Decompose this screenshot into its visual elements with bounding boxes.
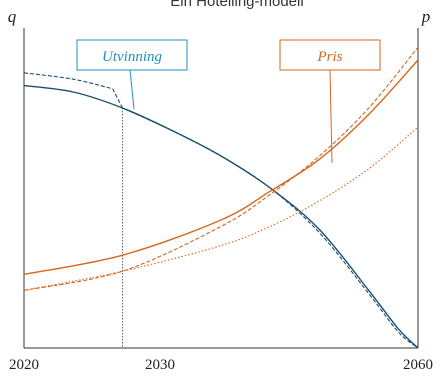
y-axis-right-label: p	[421, 7, 431, 26]
series-line-extraction-base	[23, 84, 419, 349]
pris-callout-label: Pris	[316, 49, 342, 65]
utvinning-callout-box	[76, 39, 188, 71]
series-group	[23, 46, 419, 349]
series-line-extraction-shift	[23, 72, 419, 349]
series-line-price-shift-low	[23, 126, 419, 291]
chart-title: Ein Hotelling-modell	[170, 0, 303, 10]
utvinning-callout-pointer	[129, 69, 135, 110]
x-tick-2020: 2020	[9, 357, 39, 373]
series-line-price-base	[23, 59, 419, 276]
pris-callout-box	[279, 39, 381, 71]
y-axis-left-label: q	[8, 7, 17, 26]
series-line-price-shift-future	[23, 46, 419, 291]
pris-callout-pointer	[329, 69, 333, 164]
x-tick-2060: 2060	[403, 357, 433, 373]
utvinning-callout-label: Utvinning	[102, 49, 162, 65]
x-tick-2030: 2030	[145, 357, 175, 373]
